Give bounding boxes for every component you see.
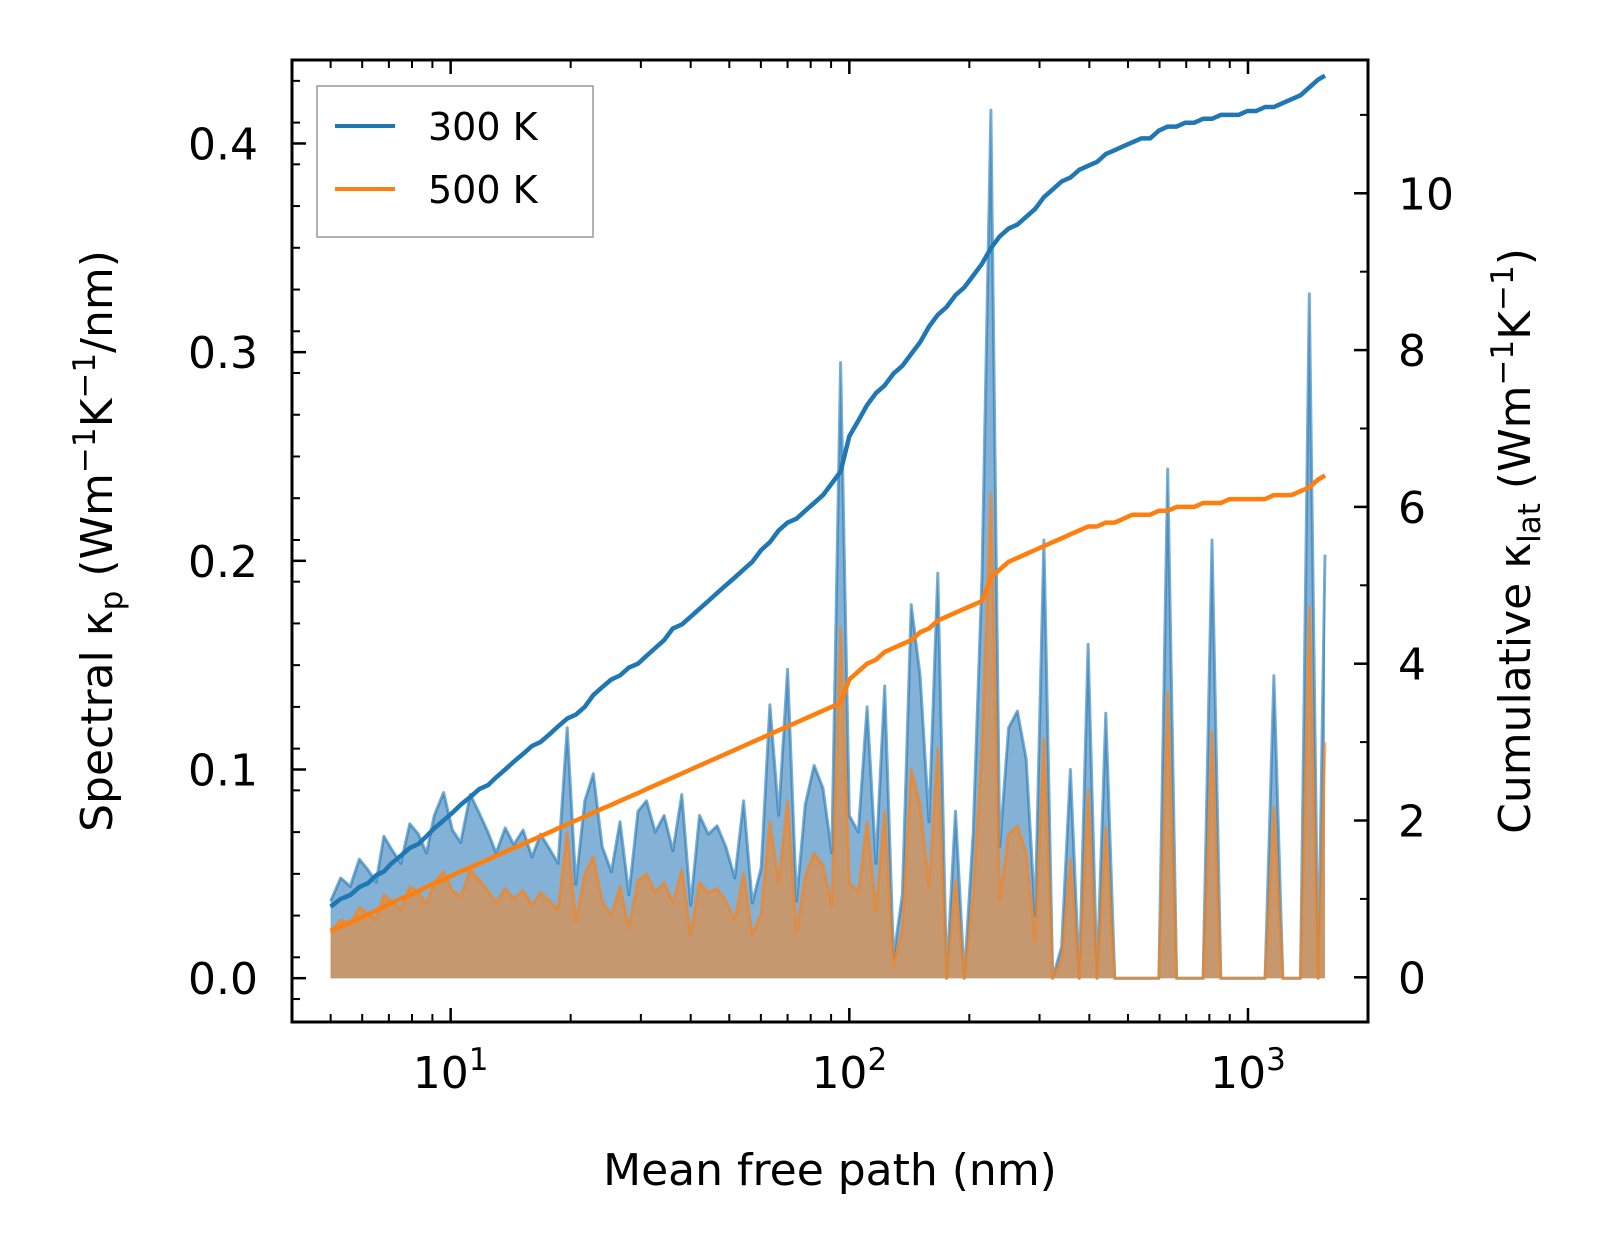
left-y-label-sup2: −1 — [67, 353, 103, 399]
left-y-tick-label: 0.4 — [188, 119, 258, 170]
right-y-tick-label: 4 — [1398, 640, 1426, 691]
spectral-area-500k — [330, 494, 1326, 979]
x-tick-label: 102 — [811, 1042, 887, 1099]
spectral-line-500k — [329, 492, 1327, 980]
left-y-tick-label: 0.0 — [188, 954, 258, 1005]
left-y-tick-label: 0.3 — [188, 328, 258, 379]
left-y-tick-label: 0.1 — [188, 746, 258, 797]
left-y-label-sup1: −1 — [67, 427, 103, 473]
spectral-fills — [329, 108, 1327, 980]
right-y-label-sub: lat — [1512, 503, 1548, 543]
right-y-tick-label: 0 — [1398, 953, 1426, 1004]
left-y-label-sub: p — [94, 591, 130, 611]
cumulative-line-500k — [329, 473, 1327, 933]
cumulative-line-300k — [329, 73, 1327, 909]
left-y-label-end: /nm) — [72, 250, 123, 353]
right-y-tick-label: 10 — [1398, 169, 1454, 220]
x-axis-label: Mean free path (nm) — [603, 1145, 1057, 1196]
legend-label-500k: 500 K — [428, 168, 539, 212]
legend-box — [316, 85, 594, 238]
plot-frame — [290, 58, 1370, 1024]
series-lines — [329, 73, 1327, 933]
left-y-label-unit: (Wm — [72, 473, 123, 591]
right-y-label-unit: (Wm — [1490, 386, 1541, 504]
right-y-label-sup1: −1 — [1485, 340, 1521, 386]
right-y-axis-label: Cumulative κlat (Wm−1K−1) — [1485, 248, 1548, 834]
right-y-tick-label: 6 — [1398, 483, 1426, 534]
left-y-tick-label: 0.2 — [188, 537, 258, 588]
x-tick-label: 103 — [1210, 1042, 1286, 1099]
x-tick-label: 101 — [413, 1042, 489, 1099]
right-y-label-prefix: Cumulative κ — [1490, 543, 1541, 834]
axis-tick-labels: 101 102 103 0.0 0.1 0.2 0.3 0.4 0 2 4 6 8 10 — [188, 119, 1454, 1099]
right-y-tick-label: 2 — [1398, 797, 1426, 848]
left-y-label-mid: K — [72, 397, 123, 427]
right-y-tick-label: 8 — [1398, 326, 1426, 377]
right-y-label-sup2: −1 — [1485, 265, 1521, 311]
right-y-label-end: ) — [1490, 248, 1541, 265]
legend: 300 K 500 K — [316, 85, 594, 238]
legend-label-300k: 300 K — [428, 105, 539, 149]
left-y-label-prefix: Spectral κ — [72, 610, 123, 832]
left-y-axis-label: Spectral κp (Wm−1K−1/nm) — [67, 250, 130, 832]
right-y-label-mid: K — [1490, 310, 1541, 340]
